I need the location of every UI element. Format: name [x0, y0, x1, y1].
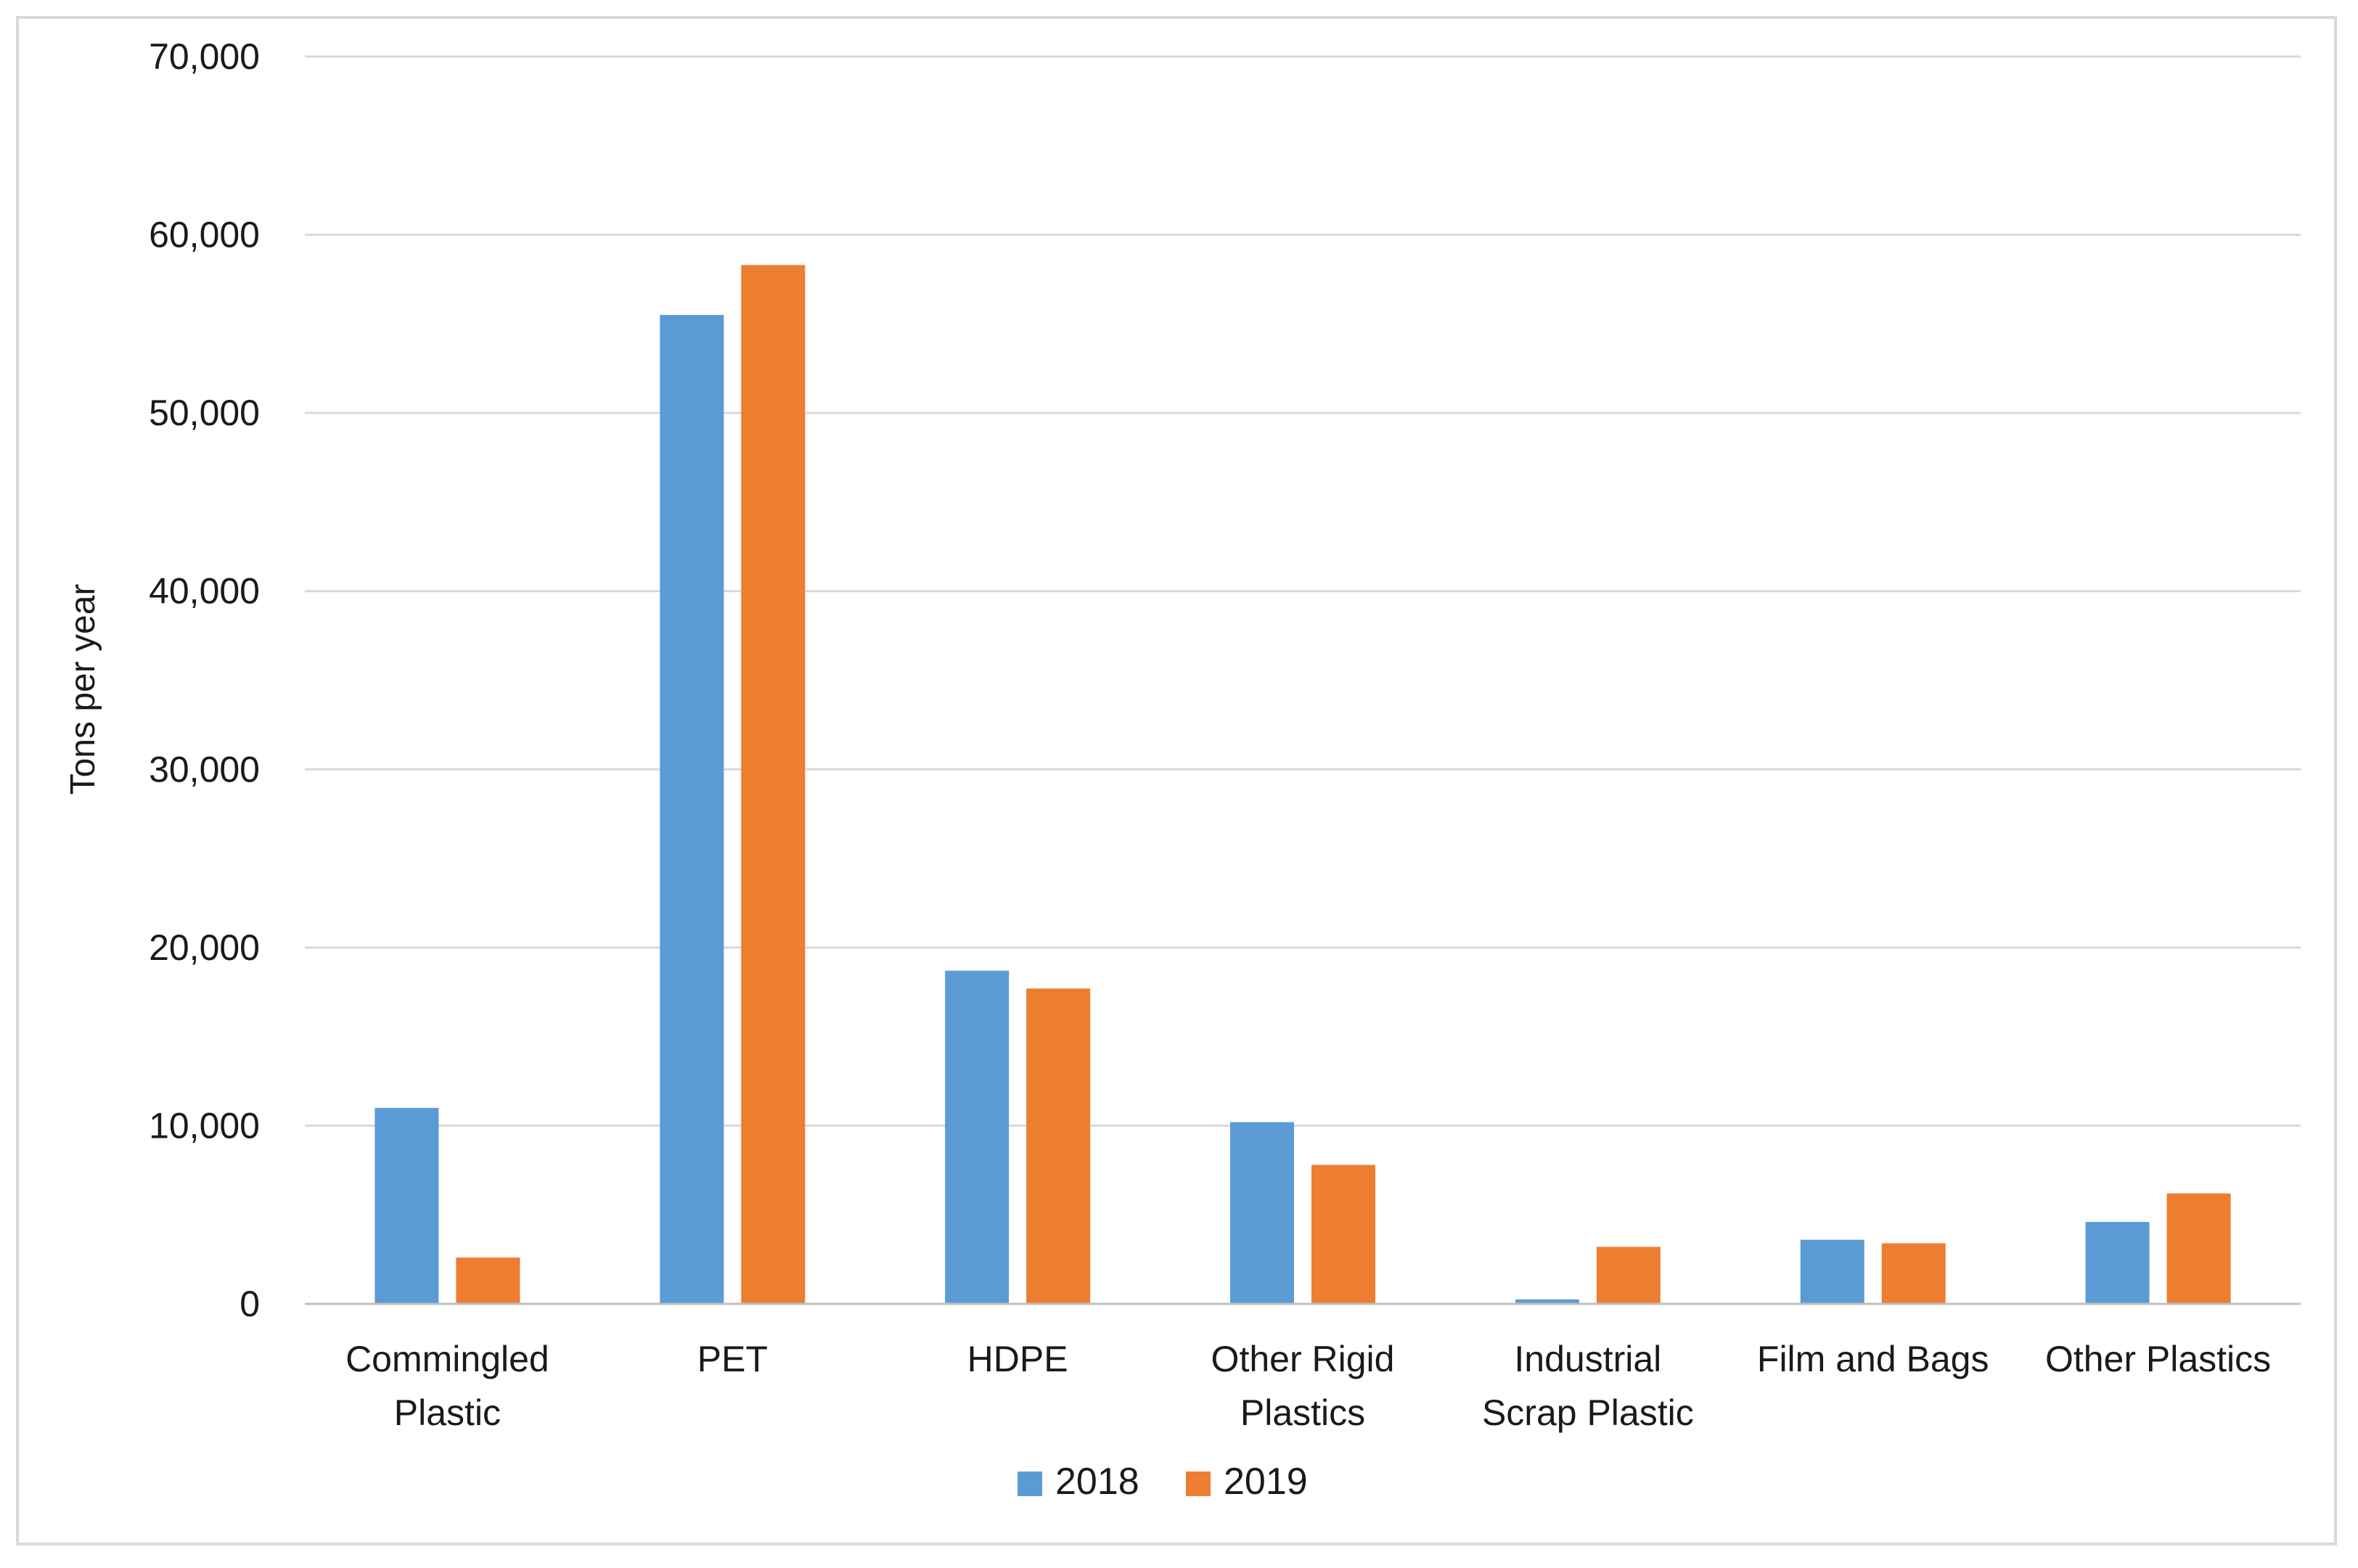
x-category-label: PET: [697, 1339, 768, 1379]
x-axis-category-labels: Commingled Plastic PET HDPE Other Rigid Plast…: [345, 1339, 2271, 1433]
x-category-label: HDPE: [967, 1339, 1068, 1379]
x-category-label: Industrial Scrap Plastic: [1482, 1339, 1694, 1433]
y-axis-tick-labels: 0 10,000 20,000 30,000 40,000 50,000 60,000 70,…: [149, 36, 260, 1324]
legend-label-2019: 2019: [1224, 1461, 1308, 1503]
bar-2018-0: [374, 1107, 439, 1304]
bar-2018-6: [2085, 1222, 2150, 1304]
bar-2019-5: [1881, 1243, 1946, 1304]
y-axis-title: Tons per year: [64, 584, 102, 795]
legend-swatch-2018: [1018, 1471, 1042, 1496]
bar-2019-2: [1026, 988, 1091, 1304]
bar-2019-0: [456, 1257, 520, 1304]
bar-2019-4: [1596, 1247, 1661, 1304]
x-category-label: Film and Bags: [1757, 1339, 1989, 1379]
legend-label-2018: 2018: [1055, 1461, 1139, 1503]
x-category-label: Other Plastics: [2045, 1339, 2271, 1379]
y-tick-label: 40,000: [149, 571, 260, 612]
y-tick-label: 70,000: [149, 36, 260, 77]
bar-2019-3: [1311, 1165, 1375, 1304]
bar-2018-1: [660, 315, 724, 1304]
x-category-label: Commingled Plastic: [345, 1339, 549, 1433]
bars: [374, 265, 2231, 1304]
bar-2018-2: [945, 970, 1010, 1304]
bar-2018-4: [1515, 1299, 1579, 1304]
y-tick-label: 50,000: [149, 393, 260, 433]
legend-swatch-2019: [1186, 1471, 1211, 1496]
legend: 2018 2019: [1018, 1461, 1308, 1503]
bar-2018-5: [1800, 1239, 1864, 1304]
y-tick-label: 20,000: [149, 927, 260, 968]
y-tick-label: 30,000: [149, 749, 260, 789]
y-tick-label: 0: [240, 1284, 260, 1324]
gridlines: [305, 55, 2301, 1127]
bar-2019-6: [2166, 1193, 2231, 1304]
bar-2019-1: [741, 265, 806, 1304]
y-tick-label: 10,000: [149, 1105, 260, 1146]
bar-2018-3: [1230, 1122, 1294, 1304]
y-tick-label: 60,000: [149, 215, 260, 255]
x-category-label: Other Rigid Plastics: [1211, 1339, 1395, 1433]
